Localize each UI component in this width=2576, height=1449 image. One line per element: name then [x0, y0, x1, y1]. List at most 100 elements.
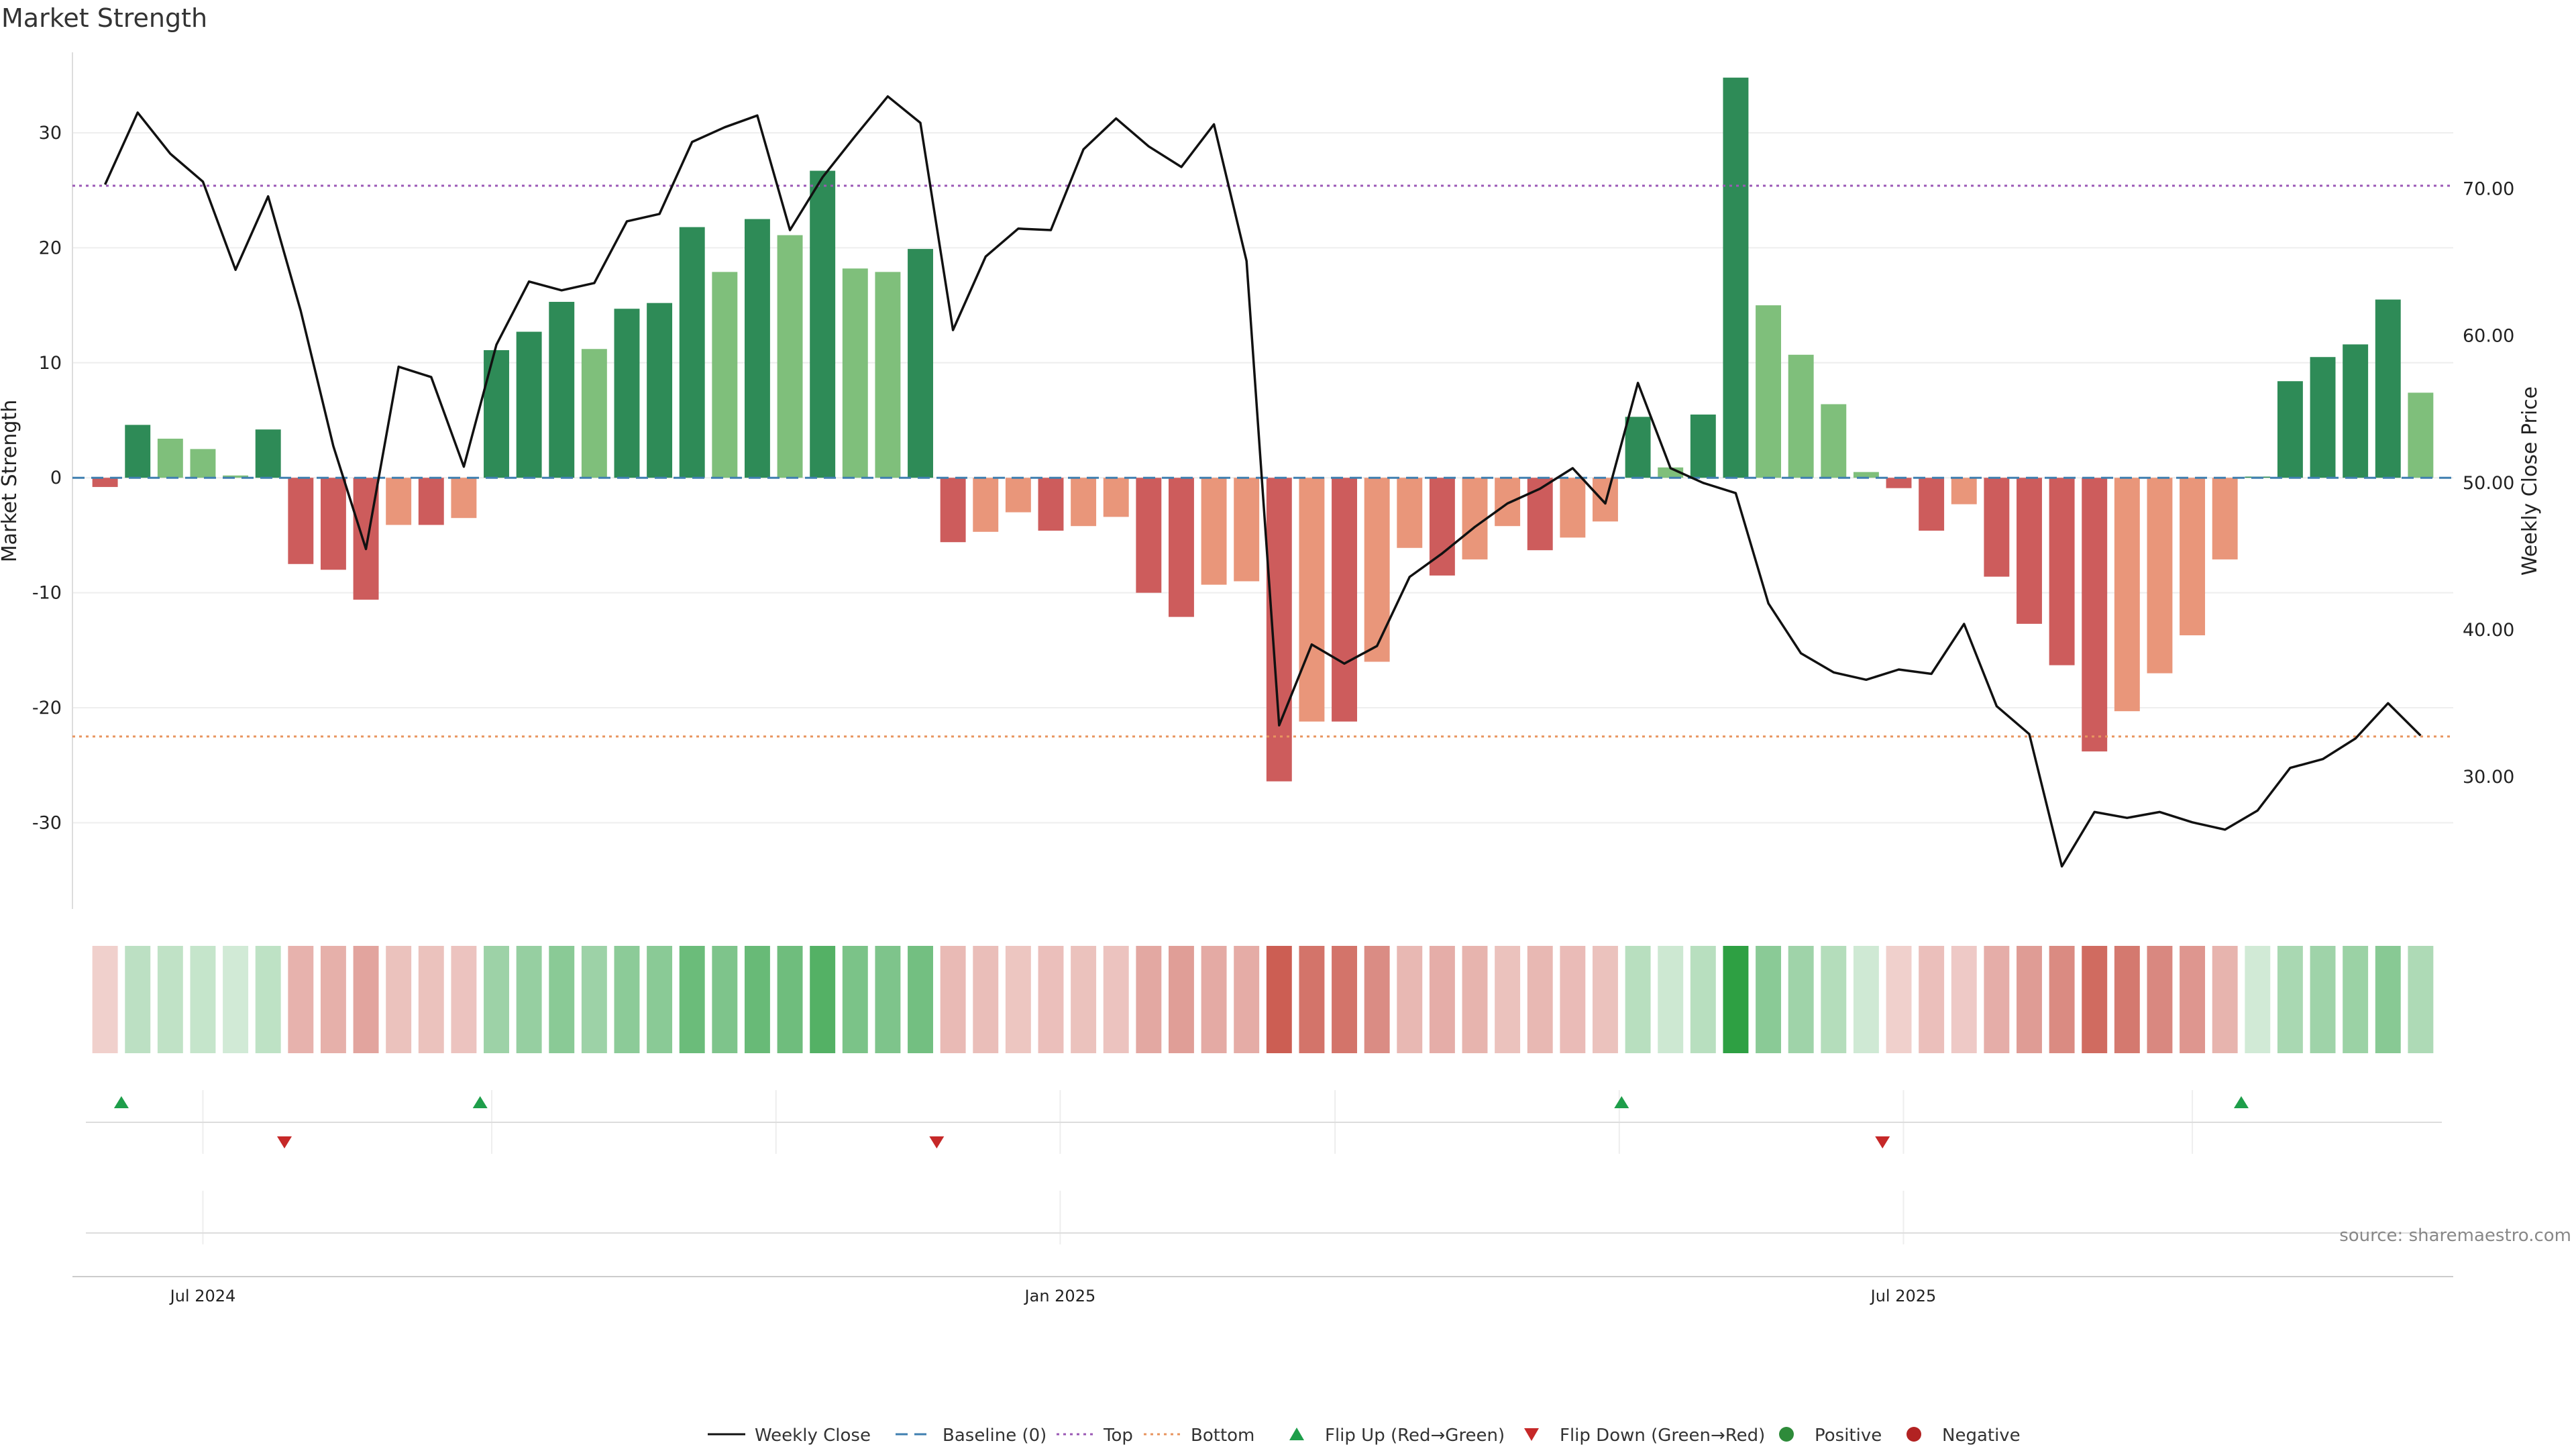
x-axis-ticks: Jul 2024 Jan 2025 Jul 2025	[169, 1287, 1937, 1305]
heat-cell	[842, 946, 868, 1053]
heat-cell	[418, 946, 444, 1053]
strength-bar	[2212, 478, 2238, 559]
heat-cell	[679, 946, 705, 1053]
strength-bar	[777, 235, 803, 478]
strength-bar	[875, 272, 901, 478]
flip-up-marker	[472, 1096, 488, 1108]
strength-bar	[1201, 478, 1227, 585]
legend-swatch-triangle-up	[1289, 1428, 1304, 1440]
heat-cell	[549, 946, 575, 1053]
strength-bar	[940, 478, 966, 543]
heat-cell	[125, 946, 151, 1053]
heat-cell	[647, 946, 673, 1053]
strength-bar	[223, 475, 249, 478]
heat-cell	[288, 946, 314, 1053]
strength-bar	[1495, 478, 1521, 527]
strength-heat-strip	[92, 946, 2434, 1053]
heat-cell	[2017, 946, 2042, 1053]
heat-cell	[1723, 946, 1749, 1053]
legend-label: Positive	[1815, 1426, 1882, 1446]
legend-swatch-circle	[1779, 1427, 1794, 1442]
heat-cell	[1299, 946, 1325, 1053]
heat-cell	[810, 946, 836, 1053]
heat-cell	[1103, 946, 1129, 1053]
chart-title: Market Strength	[1, 3, 207, 33]
strength-bar	[386, 478, 412, 525]
heat-cell	[2277, 946, 2303, 1053]
heat-cell	[2245, 946, 2271, 1053]
heat-cell	[1495, 946, 1521, 1053]
heat-cell	[484, 946, 509, 1053]
heat-cell	[2408, 946, 2434, 1053]
strength-bar	[1299, 478, 1325, 722]
legend-label: Flip Up (Red→Green)	[1325, 1426, 1505, 1446]
legend-label: Flip Down (Green→Red)	[1560, 1426, 1765, 1446]
legend-item: Positive	[1779, 1426, 1882, 1446]
strength-bar	[1984, 478, 2010, 577]
strength-bar	[1625, 417, 1651, 478]
y2-tick-label: 30.00	[2463, 767, 2514, 788]
heat-cell	[92, 946, 118, 1053]
heat-cell	[2212, 946, 2238, 1053]
legend-label: Bottom	[1191, 1426, 1254, 1446]
strength-bar	[1136, 478, 1162, 593]
strength-bar	[2310, 357, 2336, 478]
strength-bar	[1266, 478, 1292, 782]
heat-cell	[1071, 946, 1097, 1053]
heat-cell	[1690, 946, 1716, 1053]
strength-bar	[1723, 77, 1749, 478]
strength-bar	[1821, 404, 1847, 478]
strength-bar	[288, 478, 314, 564]
strength-bar	[1886, 478, 1912, 488]
heat-cell	[2049, 946, 2075, 1053]
strength-bar	[2147, 478, 2173, 674]
legend-item: Top	[1057, 1426, 1133, 1446]
heat-cell	[1527, 946, 1553, 1053]
heat-cell	[973, 946, 999, 1053]
y2-tick-label: 60.00	[2463, 326, 2514, 347]
strength-bar	[157, 438, 183, 478]
heat-cell	[1658, 946, 1684, 1053]
legend-swatch-circle	[1907, 1427, 1921, 1442]
y2-tick-label: 70.00	[2463, 179, 2514, 200]
y2-axis-label: Weekly Close Price	[2518, 386, 2542, 576]
flip-down-marker	[929, 1136, 945, 1148]
heat-cell	[2180, 946, 2206, 1053]
strength-bar	[1756, 305, 1782, 478]
heat-cell	[1005, 946, 1031, 1053]
heat-cell	[1593, 946, 1618, 1053]
flip-down-marker	[1875, 1136, 1890, 1148]
strength-bar	[2375, 299, 2401, 478]
heat-cell	[777, 946, 803, 1053]
heat-cell	[2375, 946, 2401, 1053]
strength-bar	[2017, 478, 2042, 624]
heat-cell	[1266, 946, 1292, 1053]
legend-swatch-triangle-down	[1524, 1428, 1539, 1441]
heat-cell	[223, 946, 249, 1053]
legend-item: Bottom	[1144, 1426, 1254, 1446]
flip-markers-panel	[86, 1090, 2442, 1154]
heat-cell	[875, 946, 901, 1053]
strength-bar	[2180, 478, 2206, 636]
heat-cell	[2082, 946, 2108, 1053]
heat-cell	[1984, 946, 2010, 1053]
strength-bar	[712, 272, 738, 478]
strength-bar	[647, 303, 673, 478]
strength-bar	[1853, 472, 1879, 478]
strength-bar	[125, 425, 151, 478]
heat-cell	[386, 946, 412, 1053]
y-tick-label: -20	[32, 698, 62, 718]
heat-cell	[320, 946, 346, 1053]
strength-bar	[1071, 478, 1097, 527]
strength-bar	[451, 478, 477, 519]
flip-up-marker	[113, 1096, 129, 1108]
lower-panel	[86, 1191, 2442, 1244]
heat-cell	[2114, 946, 2140, 1053]
strength-bar	[1168, 478, 1194, 617]
heat-cell	[940, 946, 966, 1053]
heat-cell	[1136, 946, 1162, 1053]
legend-item: Flip Up (Red→Green)	[1289, 1426, 1505, 1446]
heat-cell	[581, 946, 607, 1053]
heat-cell	[2147, 946, 2173, 1053]
heat-cell	[2310, 946, 2336, 1053]
